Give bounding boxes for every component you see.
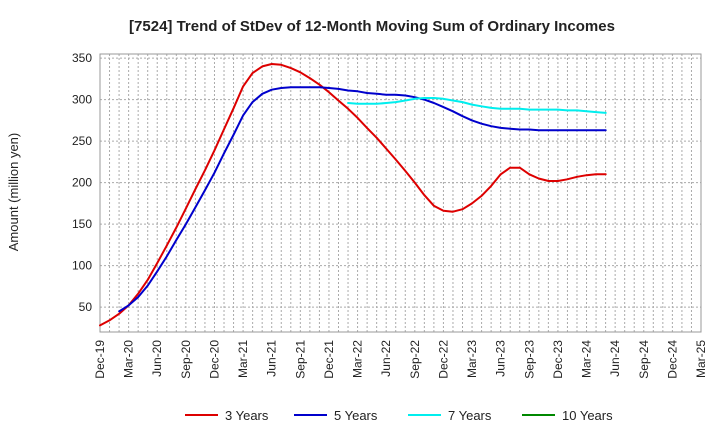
x-tick-label: Mar-23 [465, 340, 479, 378]
x-tick-label: Dec-20 [207, 340, 221, 379]
legend: 3 Years 5 Years 7 Years 10 Years [185, 408, 613, 423]
legend-label-3-years: 3 Years [225, 408, 269, 423]
x-tick-label: Dec-22 [436, 340, 450, 379]
y-tick-label: 300 [72, 93, 92, 107]
y-tick-label: 100 [72, 259, 92, 273]
y-axis-label: Amount (million yen) [6, 133, 21, 252]
x-tick-label: Mar-21 [236, 340, 250, 378]
x-tick-label: Sep-20 [179, 340, 193, 379]
y-tick-label: 50 [79, 300, 93, 314]
x-tick-label: Sep-22 [408, 340, 422, 379]
x-tick-label: Jun-21 [265, 340, 279, 377]
y-tick-label: 350 [72, 51, 92, 65]
x-tick-label: Sep-21 [293, 340, 307, 379]
x-tick-label: Dec-19 [93, 340, 107, 379]
y-tick-label: 250 [72, 134, 92, 148]
chart-title: [7524] Trend of StDev of 12-Month Moving… [129, 18, 615, 35]
x-tick-label: Jun-20 [150, 340, 164, 377]
grid [100, 54, 701, 332]
x-tick-label: Dec-23 [551, 340, 565, 379]
series-group [99, 63, 607, 327]
legend-label-5-years: 5 Years [334, 408, 378, 423]
x-tick-label: Sep-24 [637, 340, 651, 379]
x-tick-label: Jun-23 [494, 340, 508, 377]
axis-ticks: 50 100 150 200 250 300 350 Dec-19 Mar-20 Jun-20 Se… [72, 51, 708, 379]
legend-label-10-years: 10 Years [562, 408, 613, 423]
series-line-7-years [347, 97, 607, 114]
x-tick-label: Mar-24 [580, 340, 594, 378]
plot-area [99, 53, 702, 333]
x-tick-label: Mar-22 [351, 340, 365, 378]
x-tick-label: Dec-21 [322, 340, 336, 379]
series-line-5-years [118, 86, 607, 313]
series-line-3-years [99, 63, 607, 327]
x-tick-label: Mar-20 [122, 340, 136, 378]
x-tick-label: Sep-23 [522, 340, 536, 379]
y-tick-label: 150 [72, 217, 92, 231]
x-tick-label: Jun-22 [379, 340, 393, 377]
x-tick-label: Jun-24 [608, 340, 622, 377]
legend-label-7-years: 7 Years [448, 408, 492, 423]
x-tick-label: Dec-24 [665, 340, 679, 379]
x-tick-label: Mar-25 [694, 340, 708, 378]
y-tick-label: 200 [72, 176, 92, 190]
